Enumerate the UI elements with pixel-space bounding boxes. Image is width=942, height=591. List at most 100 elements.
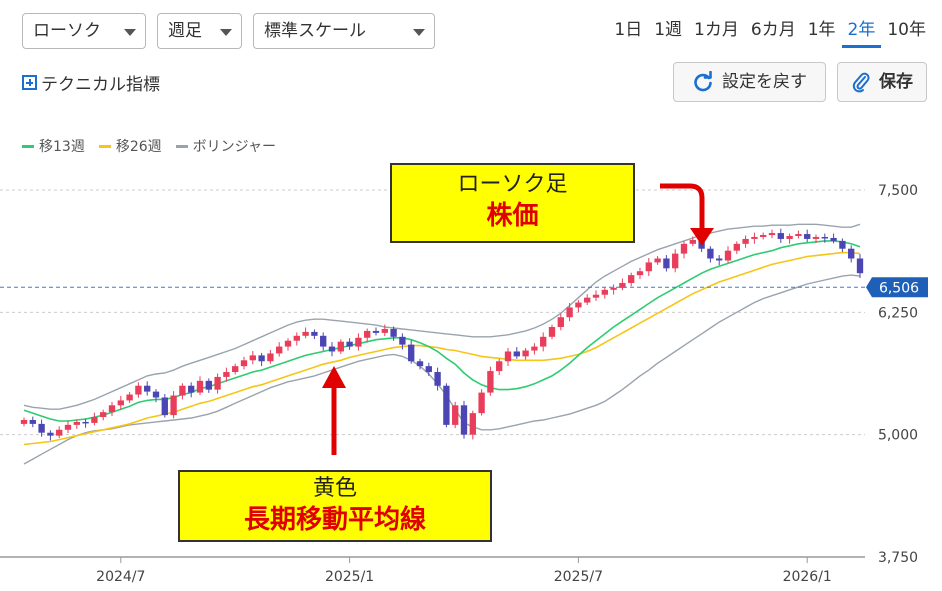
candle-body: [425, 366, 432, 373]
candle-body: [223, 372, 230, 377]
current-price-badge: [866, 277, 928, 298]
candle-body: [768, 233, 776, 236]
chevron-down-icon: [413, 29, 425, 36]
candle-body: [786, 235, 793, 239]
candle-body: [619, 282, 626, 288]
candle-body: [56, 429, 63, 436]
candle-body: [320, 335, 327, 347]
candle-body: [179, 385, 186, 396]
save-button[interactable]: 保存: [837, 62, 927, 102]
candle-body: [460, 405, 468, 435]
candle-body: [513, 351, 520, 357]
tab-period-1d[interactable]: 1日: [614, 20, 643, 40]
tab-period-1y[interactable]: 1年: [807, 20, 836, 40]
candle-body: [408, 344, 415, 362]
price-annotation-line2: 株価: [486, 201, 539, 231]
candle-body: [161, 397, 168, 416]
candle-body: [337, 341, 344, 352]
scale-select[interactable]: 標準スケール: [253, 13, 435, 49]
candle-body: [196, 380, 204, 393]
candle-body: [346, 341, 353, 347]
candle-body: [232, 366, 239, 373]
candle-body: [20, 419, 28, 424]
candle-body: [575, 302, 582, 308]
candle-body: [716, 258, 723, 261]
chart-axes: 7,500 6,250 5,000 3,750 2024/7 2025/1 2025/7 20…: [0, 183, 928, 585]
candle-body: [355, 337, 362, 347]
y-tick-label: 3,750: [878, 550, 918, 566]
tab-period-1w[interactable]: 1週: [654, 20, 683, 40]
candle-body: [311, 331, 318, 336]
candle-body: [777, 233, 784, 239]
candle-body: [848, 248, 855, 259]
candle-body: [100, 412, 107, 418]
sma26-line: [23, 251, 861, 446]
candle-body: [108, 405, 116, 413]
candle-body: [610, 287, 617, 290]
candle-body: [390, 328, 397, 337]
refresh-icon: [694, 71, 712, 92]
candle-body: [205, 380, 212, 390]
candle-body: [117, 400, 124, 406]
x-tick-label: 2025/7: [554, 569, 603, 585]
candle-body: [636, 271, 644, 276]
candle-body: [742, 238, 749, 244]
tab-period-1m[interactable]: 1カ月: [694, 20, 739, 40]
annotation-arrows: [322, 183, 714, 455]
bollinger-bands: [23, 223, 861, 465]
chevron-down-icon: [124, 29, 136, 36]
candle-body: [249, 355, 256, 361]
candle-body: [144, 385, 151, 392]
chart-type-select[interactable]: ローソク: [22, 13, 146, 49]
candle-body: [152, 391, 160, 398]
candle-body: [443, 385, 450, 425]
candle-body: [302, 331, 309, 336]
candle-body: [293, 335, 300, 341]
legend-label-sma26: 移26週: [115, 139, 162, 155]
current-price-label: 6,506: [879, 280, 919, 296]
tab-period-10y[interactable]: 10年: [887, 20, 926, 40]
candle-body: [751, 236, 758, 239]
candle-body: [267, 353, 274, 362]
tab-period-2y[interactable]: 2年: [841, 18, 882, 48]
x-tick-label: 2025/1: [325, 569, 374, 585]
candle-body: [795, 234, 802, 236]
price-arrow-head: [690, 228, 714, 246]
candle-body: [372, 330, 380, 333]
candle-body: [82, 421, 89, 424]
y-tick-label: 5,000: [878, 428, 918, 444]
tab-period-6m[interactable]: 6カ月: [750, 20, 796, 40]
candle-body: [258, 355, 265, 362]
candle-body: [592, 294, 600, 298]
sma13-line: [23, 240, 861, 422]
ma-annotation-box: 黄色 長期移動平均線: [178, 470, 492, 542]
candle-body: [240, 360, 248, 367]
candle-body: [663, 258, 670, 269]
candle-body: [540, 336, 547, 347]
candle-body: [531, 346, 538, 351]
ma-annotation-line2: 長期移動平均線: [243, 505, 426, 535]
price-arrow-line: [660, 183, 705, 232]
moving-averages: [23, 240, 861, 446]
candle-body: [839, 240, 846, 249]
interval-select[interactable]: 週足: [157, 13, 242, 49]
chart-legend: 移13週 移26週 ボリンジャー: [22, 136, 276, 156]
candle-body: [821, 236, 828, 239]
reset-settings-button[interactable]: 設定を戻す: [673, 62, 826, 102]
legend-swatch-sma26: [98, 144, 111, 148]
candle-body: [566, 307, 573, 318]
technical-indicator-button[interactable]: テクニカル指標: [22, 70, 160, 95]
legend-swatch-sma13: [22, 144, 34, 148]
candle-body: [64, 424, 72, 430]
candle-body: [645, 262, 652, 272]
candle-body: [804, 234, 811, 239]
candle-body: [469, 413, 476, 435]
candle-body: [29, 419, 36, 424]
candle-body: [548, 327, 556, 337]
candle-body: [381, 328, 388, 333]
y-tick-label: 6,250: [878, 305, 918, 321]
candle-body: [434, 372, 441, 386]
candle-body: [188, 385, 195, 393]
candle-body: [47, 432, 54, 436]
candle-body: [522, 350, 529, 357]
